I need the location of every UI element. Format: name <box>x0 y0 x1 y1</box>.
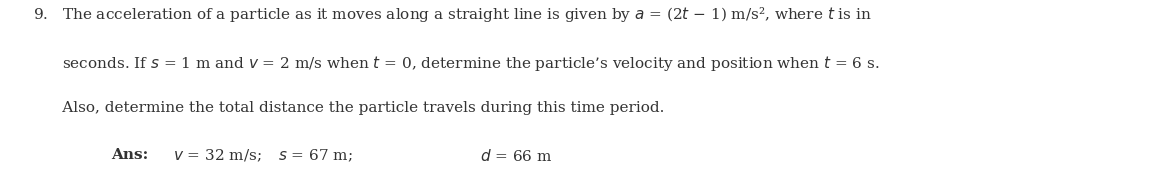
Text: $s$ = 67 m;: $s$ = 67 m; <box>278 148 353 164</box>
Text: Also, determine the total distance the particle travels during this time period.: Also, determine the total distance the p… <box>33 101 665 115</box>
Text: 9.   The acceleration of a particle as it moves along a straight line is given b: 9. The acceleration of a particle as it … <box>33 5 872 24</box>
Text: seconds. If $s$ = 1 m and $v$ = 2 m/s when $t$ = 0, determine the particle’s vel: seconds. If $s$ = 1 m and $v$ = 2 m/s wh… <box>33 54 880 73</box>
Text: Ans:: Ans: <box>111 148 149 162</box>
Text: $v$ = 32 m/s;: $v$ = 32 m/s; <box>173 148 262 164</box>
Text: $d$ = 66 m: $d$ = 66 m <box>480 148 552 164</box>
